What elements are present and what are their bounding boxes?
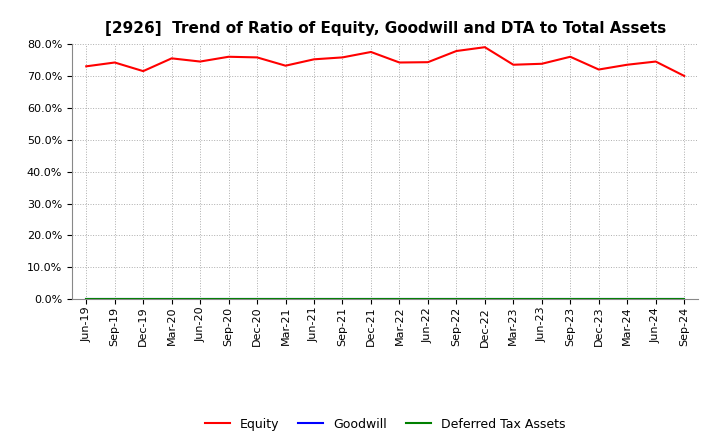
Goodwill bbox=[253, 297, 261, 302]
Equity bbox=[310, 57, 318, 62]
Equity bbox=[338, 55, 347, 60]
Deferred Tax Assets bbox=[139, 297, 148, 302]
Deferred Tax Assets bbox=[225, 297, 233, 302]
Deferred Tax Assets bbox=[167, 297, 176, 302]
Deferred Tax Assets bbox=[680, 297, 688, 302]
Goodwill bbox=[652, 297, 660, 302]
Goodwill bbox=[282, 297, 290, 302]
Equity bbox=[366, 49, 375, 55]
Title: [2926]  Trend of Ratio of Equity, Goodwill and DTA to Total Assets: [2926] Trend of Ratio of Equity, Goodwil… bbox=[104, 21, 666, 36]
Deferred Tax Assets bbox=[652, 297, 660, 302]
Goodwill bbox=[480, 297, 489, 302]
Equity bbox=[110, 60, 119, 65]
Deferred Tax Assets bbox=[509, 297, 518, 302]
Deferred Tax Assets bbox=[452, 297, 461, 302]
Equity bbox=[167, 56, 176, 61]
Equity bbox=[652, 59, 660, 64]
Goodwill bbox=[110, 297, 119, 302]
Deferred Tax Assets bbox=[253, 297, 261, 302]
Goodwill bbox=[423, 297, 432, 302]
Equity bbox=[680, 73, 688, 78]
Equity bbox=[82, 64, 91, 69]
Goodwill bbox=[509, 297, 518, 302]
Goodwill bbox=[167, 297, 176, 302]
Deferred Tax Assets bbox=[566, 297, 575, 302]
Goodwill bbox=[395, 297, 404, 302]
Goodwill bbox=[225, 297, 233, 302]
Equity bbox=[423, 59, 432, 65]
Equity bbox=[253, 55, 261, 60]
Equity bbox=[537, 61, 546, 66]
Legend: Equity, Goodwill, Deferred Tax Assets: Equity, Goodwill, Deferred Tax Assets bbox=[200, 413, 570, 436]
Deferred Tax Assets bbox=[480, 297, 489, 302]
Deferred Tax Assets bbox=[82, 297, 91, 302]
Goodwill bbox=[196, 297, 204, 302]
Deferred Tax Assets bbox=[110, 297, 119, 302]
Equity bbox=[196, 59, 204, 64]
Goodwill bbox=[366, 297, 375, 302]
Goodwill bbox=[595, 297, 603, 302]
Goodwill bbox=[452, 297, 461, 302]
Equity bbox=[623, 62, 631, 67]
Deferred Tax Assets bbox=[423, 297, 432, 302]
Goodwill bbox=[537, 297, 546, 302]
Equity bbox=[595, 67, 603, 72]
Deferred Tax Assets bbox=[623, 297, 631, 302]
Equity bbox=[480, 44, 489, 50]
Equity bbox=[452, 48, 461, 54]
Equity bbox=[225, 54, 233, 59]
Goodwill bbox=[680, 297, 688, 302]
Deferred Tax Assets bbox=[310, 297, 318, 302]
Deferred Tax Assets bbox=[395, 297, 404, 302]
Equity bbox=[139, 69, 148, 74]
Goodwill bbox=[566, 297, 575, 302]
Equity bbox=[566, 54, 575, 59]
Goodwill bbox=[623, 297, 631, 302]
Line: Equity: Equity bbox=[86, 47, 684, 76]
Goodwill bbox=[139, 297, 148, 302]
Deferred Tax Assets bbox=[196, 297, 204, 302]
Deferred Tax Assets bbox=[366, 297, 375, 302]
Equity bbox=[282, 63, 290, 68]
Goodwill bbox=[310, 297, 318, 302]
Equity bbox=[395, 60, 404, 65]
Deferred Tax Assets bbox=[338, 297, 347, 302]
Deferred Tax Assets bbox=[282, 297, 290, 302]
Deferred Tax Assets bbox=[595, 297, 603, 302]
Deferred Tax Assets bbox=[537, 297, 546, 302]
Goodwill bbox=[82, 297, 91, 302]
Goodwill bbox=[338, 297, 347, 302]
Equity bbox=[509, 62, 518, 67]
